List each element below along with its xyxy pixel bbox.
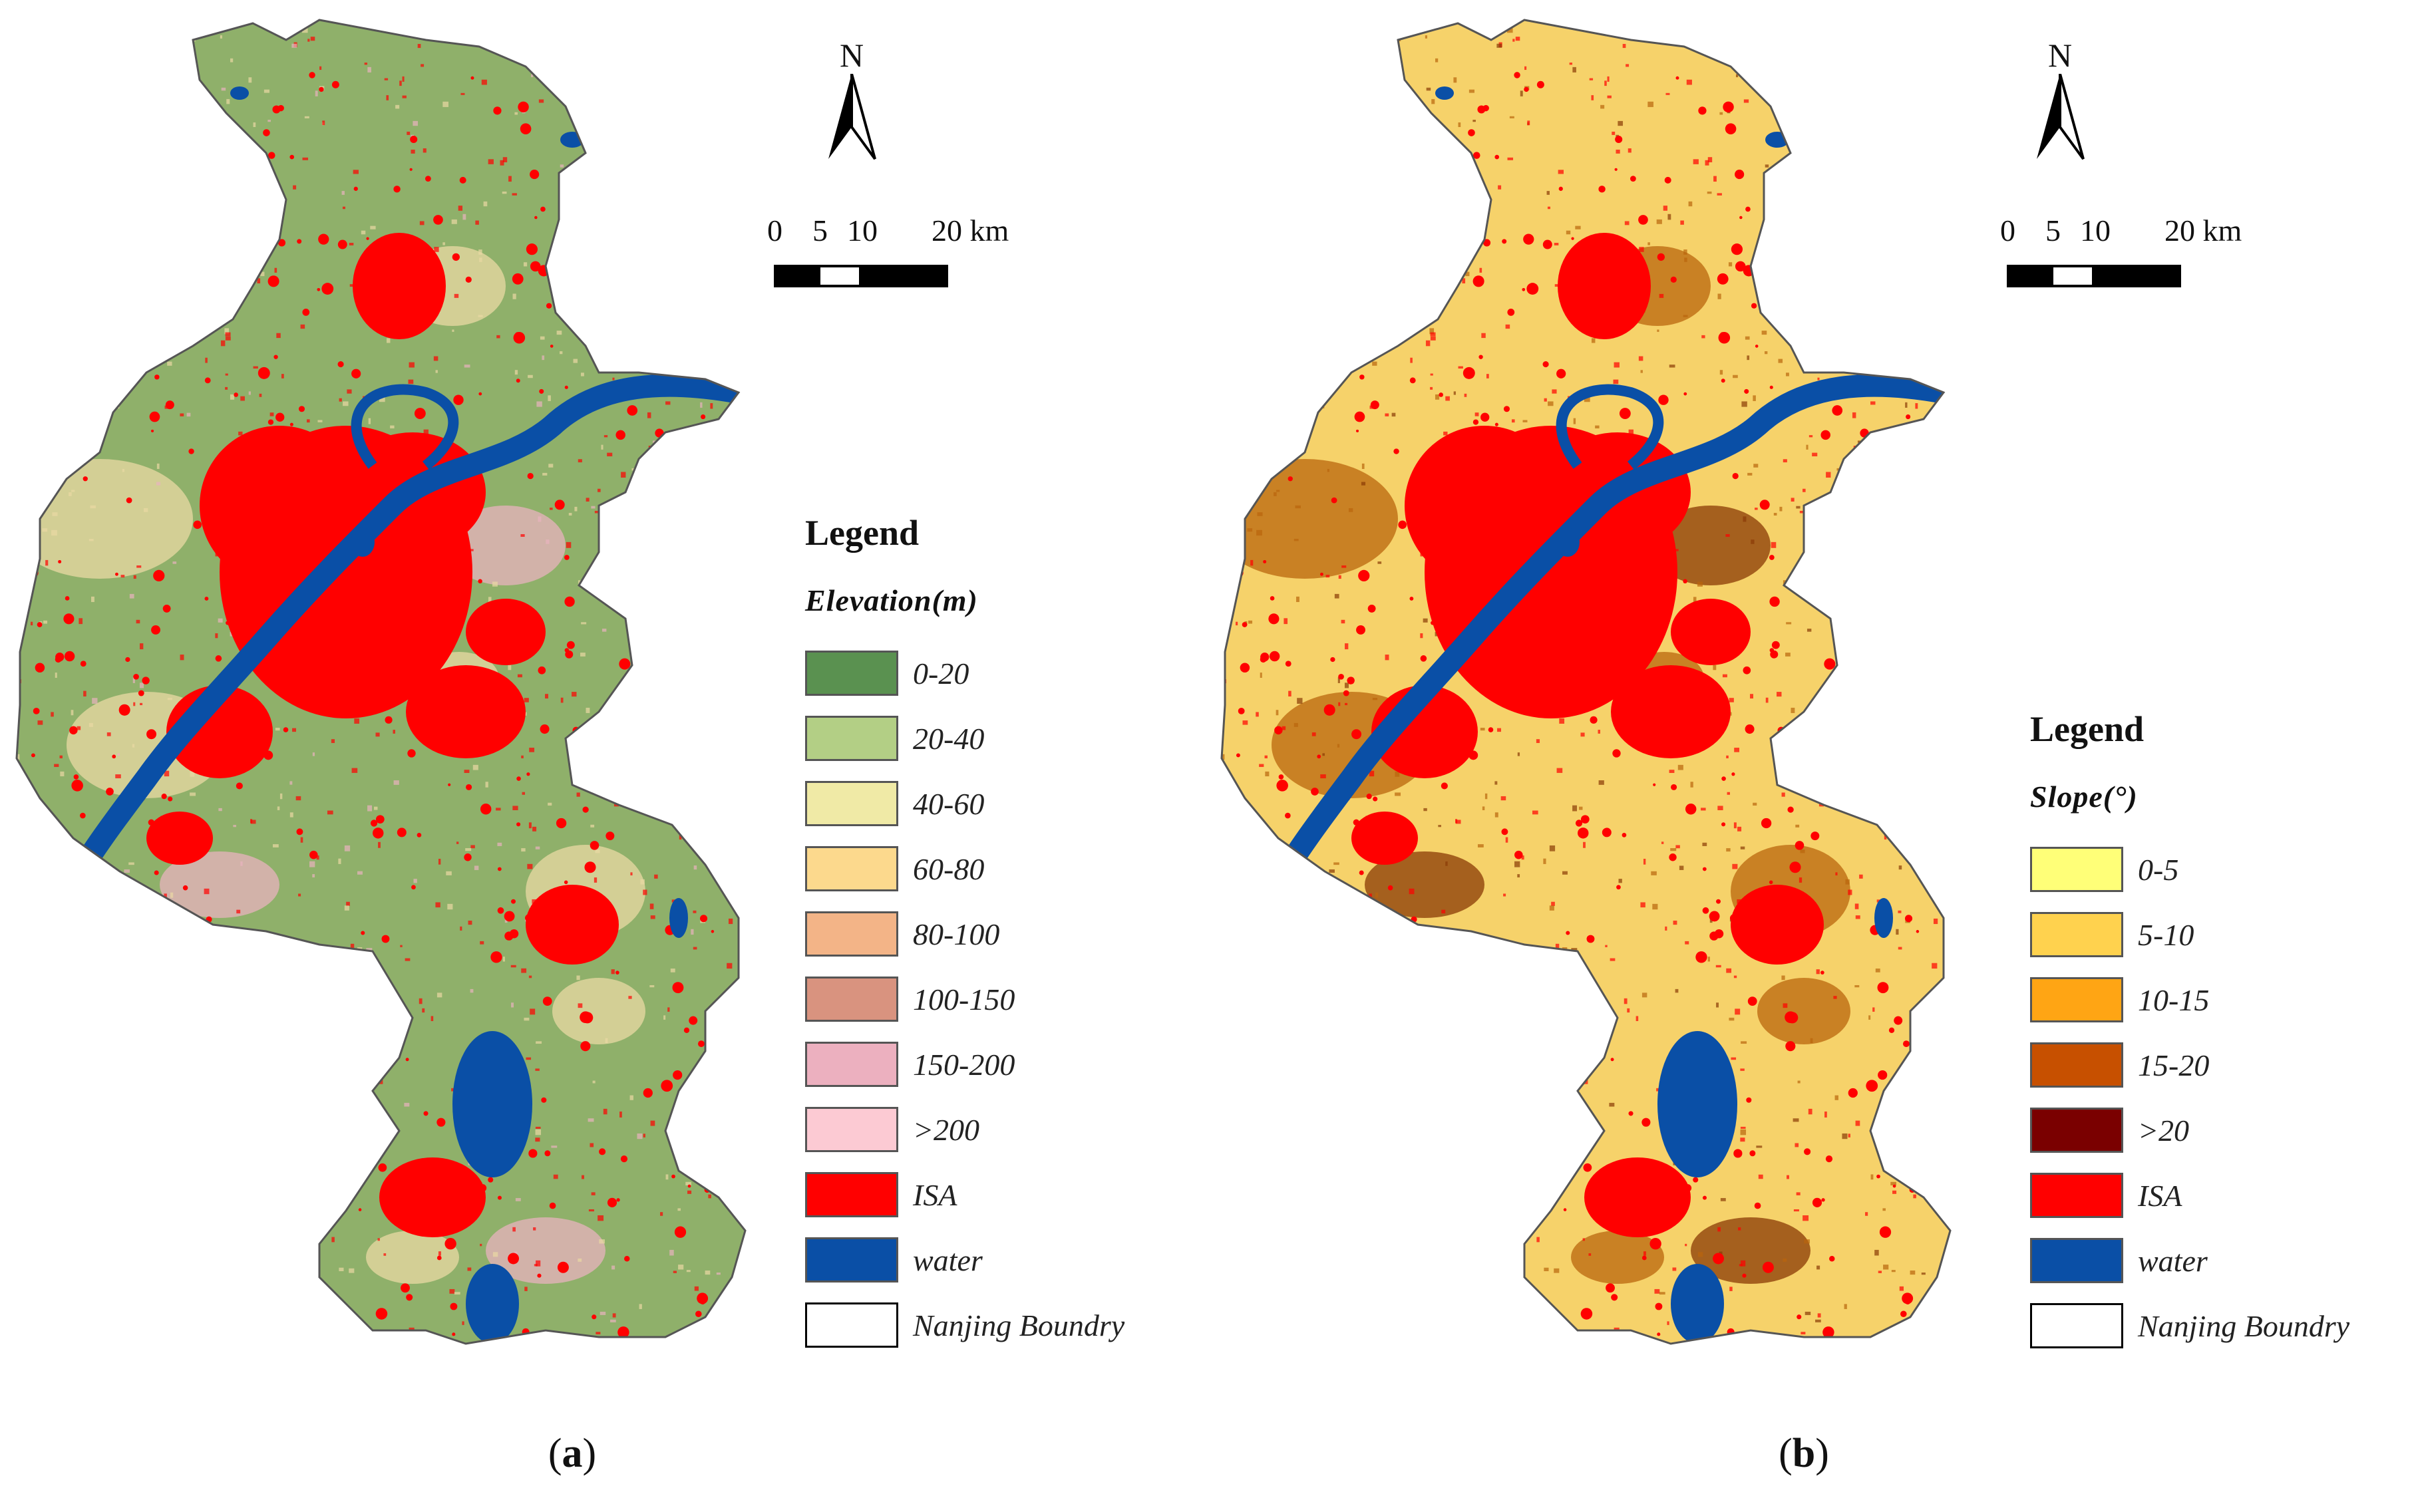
legend-item-20: >20: [2030, 1098, 2349, 1163]
legend-title: Legend: [2030, 709, 2145, 749]
north-arrow: N: [2013, 37, 2107, 164]
legend-item-water: water: [805, 1227, 1124, 1292]
legend-item-20-40: 20-40: [805, 706, 1124, 771]
legend-swatch: [2030, 912, 2123, 957]
legend-label: 15-20: [2138, 1048, 2210, 1082]
legend-subtitle: Elevation(m): [805, 583, 978, 617]
caption-b: (b): [1779, 1431, 1829, 1476]
elevation-map: [15, 19, 747, 1345]
scale-label-20: 20 km: [2164, 214, 2242, 247]
legend-swatch: [805, 1042, 898, 1087]
legend-title: Legend: [805, 513, 920, 553]
legend-elevation: Legend Elevation(m) 0-20 20-40 40-60 60-80 8…: [805, 512, 1124, 1358]
legend-swatch: [805, 781, 898, 826]
legend-swatch: [805, 846, 898, 891]
legend-label: Nanjing Boundry: [2138, 1308, 2350, 1343]
legend-item-60-80: 60-80: [805, 836, 1124, 901]
scale-label-10: 10: [847, 214, 878, 247]
legend-label: 20-40: [913, 721, 985, 756]
legend-swatch: [805, 1237, 898, 1283]
legend-label: Nanjing Boundry: [913, 1308, 1125, 1342]
legend-label: water: [2138, 1243, 2208, 1278]
scale-label-0: 0: [2000, 214, 2015, 247]
legend-swatch: [2030, 847, 2123, 892]
legend-item-100-150: 100-150: [805, 967, 1124, 1032]
nanjing-boundary-outline: [15, 19, 747, 1345]
legend-label: 80-100: [913, 917, 1000, 951]
slope-map: [1220, 19, 1952, 1345]
legend-swatch: [2030, 1108, 2123, 1153]
legend-item-15-20: 15-20: [2030, 1032, 2349, 1098]
scale-label-5: 5: [2045, 214, 2061, 247]
legend-item-nanjing-boundry: Nanjing Boundry: [805, 1292, 1124, 1358]
legend-item-0-5: 0-5: [2030, 837, 2349, 902]
nanjing-boundary-outline: [1220, 19, 1952, 1345]
legend-item-80-100: 80-100: [805, 901, 1124, 967]
legend-item-water: water: [2030, 1228, 2349, 1293]
scale-bar: 0 5 10 20 km: [2000, 213, 2242, 293]
legend-swatch: [805, 716, 898, 761]
legend-label: ISA: [913, 1177, 957, 1212]
water-bodies: [82, 86, 745, 1344]
legend-swatch: [805, 1302, 898, 1348]
north-arrow: N: [805, 37, 898, 164]
scale-bar: 0 5 10 20 km: [767, 213, 1009, 293]
legend-swatch: [2030, 1173, 2123, 1218]
scale-label-5: 5: [812, 214, 828, 247]
scale-label-0: 0: [767, 214, 782, 247]
north-arrow-icon: [2037, 73, 2085, 160]
legend-swatch: [805, 1172, 898, 1217]
legend-item-5-10: 5-10: [2030, 902, 2349, 967]
legend-swatch: [2030, 1042, 2123, 1088]
legend-label: water: [913, 1243, 983, 1277]
legend-swatch: [805, 1107, 898, 1152]
legend-swatch: [2030, 1303, 2123, 1348]
legend-item-isa: ISA: [805, 1162, 1124, 1227]
legend-item-150-200: 150-200: [805, 1032, 1124, 1097]
scale-label-20: 20 km: [932, 214, 1009, 247]
north-letter: N: [2047, 37, 2073, 74]
legend-item-0-20: 0-20: [805, 641, 1124, 706]
legend-label: ISA: [2138, 1178, 2182, 1213]
scale-graphic: [774, 265, 948, 287]
legend-slope: Legend Slope(°) 0-5 5-10 10-15 15-20 >20 ISA w…: [2030, 708, 2349, 1358]
panel-elevation: N 0 5 10 20 km Legend Elevation(m) 0-20 2…: [15, 19, 1124, 1476]
scale-graphic: [2007, 265, 2181, 287]
legend-item-10-15: 10-15: [2030, 967, 2349, 1032]
panel-slope: N 0 5 10 20 km Legend Slope(°) 0-5 5-10 10…: [1205, 0, 2410, 1512]
legend-item-nanjing-boundry: Nanjing Boundry: [2030, 1293, 2349, 1358]
legend-label: 40-60: [913, 786, 985, 821]
legend-swatch: [805, 911, 898, 957]
legend-item-isa: ISA: [2030, 1163, 2349, 1228]
legend-label: 0-5: [2138, 852, 2179, 887]
legend-subtitle: Slope(°): [2030, 780, 2138, 814]
legend-item-200: >200: [805, 1097, 1124, 1162]
legend-item-40-60: 40-60: [805, 771, 1124, 836]
legend-swatch: [805, 651, 898, 696]
caption-a: (a): [548, 1431, 597, 1476]
legend-label: >20: [2138, 1113, 2190, 1147]
water-bodies: [1287, 86, 1950, 1344]
legend-label: 150-200: [913, 1047, 1015, 1082]
legend-label: >200: [913, 1112, 980, 1147]
north-arrow-icon: [828, 73, 876, 160]
legend-label: 100-150: [913, 982, 1015, 1016]
legend-label: 0-20: [913, 656, 969, 690]
legend-swatch: [805, 977, 898, 1022]
scale-label-10: 10: [2080, 214, 2111, 247]
legend-swatch: [2030, 1238, 2123, 1283]
legend-swatch: [2030, 977, 2123, 1022]
legend-label: 10-15: [2138, 983, 2210, 1017]
legend-label: 60-80: [913, 851, 985, 886]
legend-label: 5-10: [2138, 917, 2194, 952]
north-letter: N: [839, 37, 864, 74]
